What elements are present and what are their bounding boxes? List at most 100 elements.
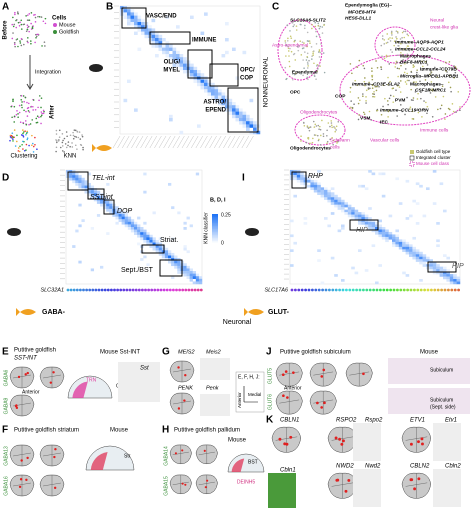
scatter-dot <box>306 55 308 58</box>
marker-dot <box>396 288 399 292</box>
heatmap-cell <box>327 224 331 228</box>
heatmap-cell <box>436 239 440 243</box>
scatter-dot <box>406 33 409 36</box>
heatmap-cell <box>392 234 396 238</box>
marker-dot <box>122 288 126 292</box>
scatter-dot <box>351 72 353 75</box>
heatmap-cell <box>358 222 362 225</box>
scatter-dot <box>444 61 447 64</box>
heatmap-cell <box>155 38 159 42</box>
scatter-dot <box>417 111 420 114</box>
label: HIP <box>452 263 464 270</box>
heatmap-cell <box>134 22 138 26</box>
heatmap-cell <box>190 73 194 77</box>
marker-dot <box>88 288 92 292</box>
heatmap-cell <box>75 180 79 184</box>
heatmap-cell <box>395 241 399 245</box>
label: VSM <box>360 115 370 121</box>
scatter-dot <box>30 42 32 45</box>
heatmap-cell <box>103 206 107 210</box>
scatter-dot <box>56 141 58 144</box>
heatmap-cell <box>290 264 294 267</box>
heatmap-cell <box>189 224 193 228</box>
heatmap-cell <box>81 177 85 181</box>
heatmap-cell <box>436 244 440 248</box>
label: Oligodendrocytes <box>300 109 338 115</box>
heatmap-cell <box>290 170 294 173</box>
heatmap-cell <box>214 95 219 99</box>
heatmap-cell <box>341 224 345 228</box>
scatter-dot <box>363 80 366 83</box>
brain-division <box>172 393 192 414</box>
expression-spot <box>18 485 22 489</box>
heatmap-cell <box>439 182 444 186</box>
marker-dot <box>304 288 307 292</box>
scatter-dot <box>309 42 311 44</box>
scatter-dot <box>306 125 309 127</box>
label: 0 <box>221 240 224 246</box>
scatter-dot <box>13 43 16 46</box>
heatmap-cell <box>103 195 107 199</box>
heatmap-cell <box>103 201 107 204</box>
colorbar-step <box>212 226 218 228</box>
label: Putitive goldfish <box>14 348 56 354</box>
scatter-dot <box>433 89 436 92</box>
label: OPC/ <box>240 68 255 74</box>
scatter-dot <box>430 72 432 74</box>
heatmap-cell <box>134 229 138 233</box>
heatmap-cell <box>446 274 450 277</box>
expression-spot <box>177 407 181 410</box>
scatter-dot <box>292 21 294 24</box>
marker-dot <box>66 288 70 292</box>
heatmap-cell <box>124 224 129 228</box>
heatmap-cell <box>162 50 166 55</box>
marker-dot <box>450 288 454 292</box>
heatmap-cell <box>130 12 135 16</box>
label: SLC17A6 <box>264 287 288 293</box>
heatmap-cell <box>146 242 150 246</box>
scatter-dot <box>331 126 333 129</box>
heatmap-cell <box>446 279 450 282</box>
expression-spot <box>292 371 295 374</box>
heatmap-cell <box>158 237 163 241</box>
scatter-dot <box>401 110 403 113</box>
heatmap-cell <box>152 239 156 243</box>
heatmap-cell <box>443 276 447 280</box>
expression-spot <box>17 375 21 379</box>
scatter-dot <box>12 136 14 139</box>
scatter-dot <box>429 69 432 72</box>
scatter-dot <box>453 76 455 79</box>
scatter-dot <box>393 40 396 43</box>
heatmap-cell <box>200 73 205 77</box>
scatter-dot <box>69 134 72 137</box>
compass-arrows <box>243 386 258 403</box>
heatmap-cell <box>361 219 365 223</box>
heatmap-cell <box>141 28 145 32</box>
mouse-icon <box>245 228 259 236</box>
heatmap-cell <box>347 212 352 215</box>
scatter-dot <box>410 99 413 101</box>
heatmap-cell <box>121 219 125 223</box>
heatmap-cell <box>106 201 110 204</box>
scatter-dot <box>24 96 27 99</box>
heatmap-cell <box>152 242 156 246</box>
label: Immune–CD79B <box>420 66 457 72</box>
heatmap-cell <box>146 234 150 238</box>
heatmap-cell <box>69 175 73 178</box>
scatter-dot <box>400 51 402 54</box>
scatter-dot <box>13 23 16 26</box>
scatter-dot <box>317 25 320 27</box>
heatmap-cell <box>330 197 335 200</box>
heatmap-cell <box>171 206 175 210</box>
scatter-dot <box>404 30 407 33</box>
scatter-dot <box>318 50 321 52</box>
heatmap-cell <box>415 254 420 257</box>
scatter-dot <box>404 113 406 116</box>
heatmap-cell <box>330 199 335 203</box>
scatter-dot <box>307 65 309 67</box>
label: GABA15 <box>163 476 169 496</box>
label: Immune–AQP9-AQP1 <box>395 39 444 45</box>
scatter-dot <box>453 65 455 67</box>
heatmap-cell <box>169 44 173 48</box>
scatter-dot <box>375 89 378 92</box>
